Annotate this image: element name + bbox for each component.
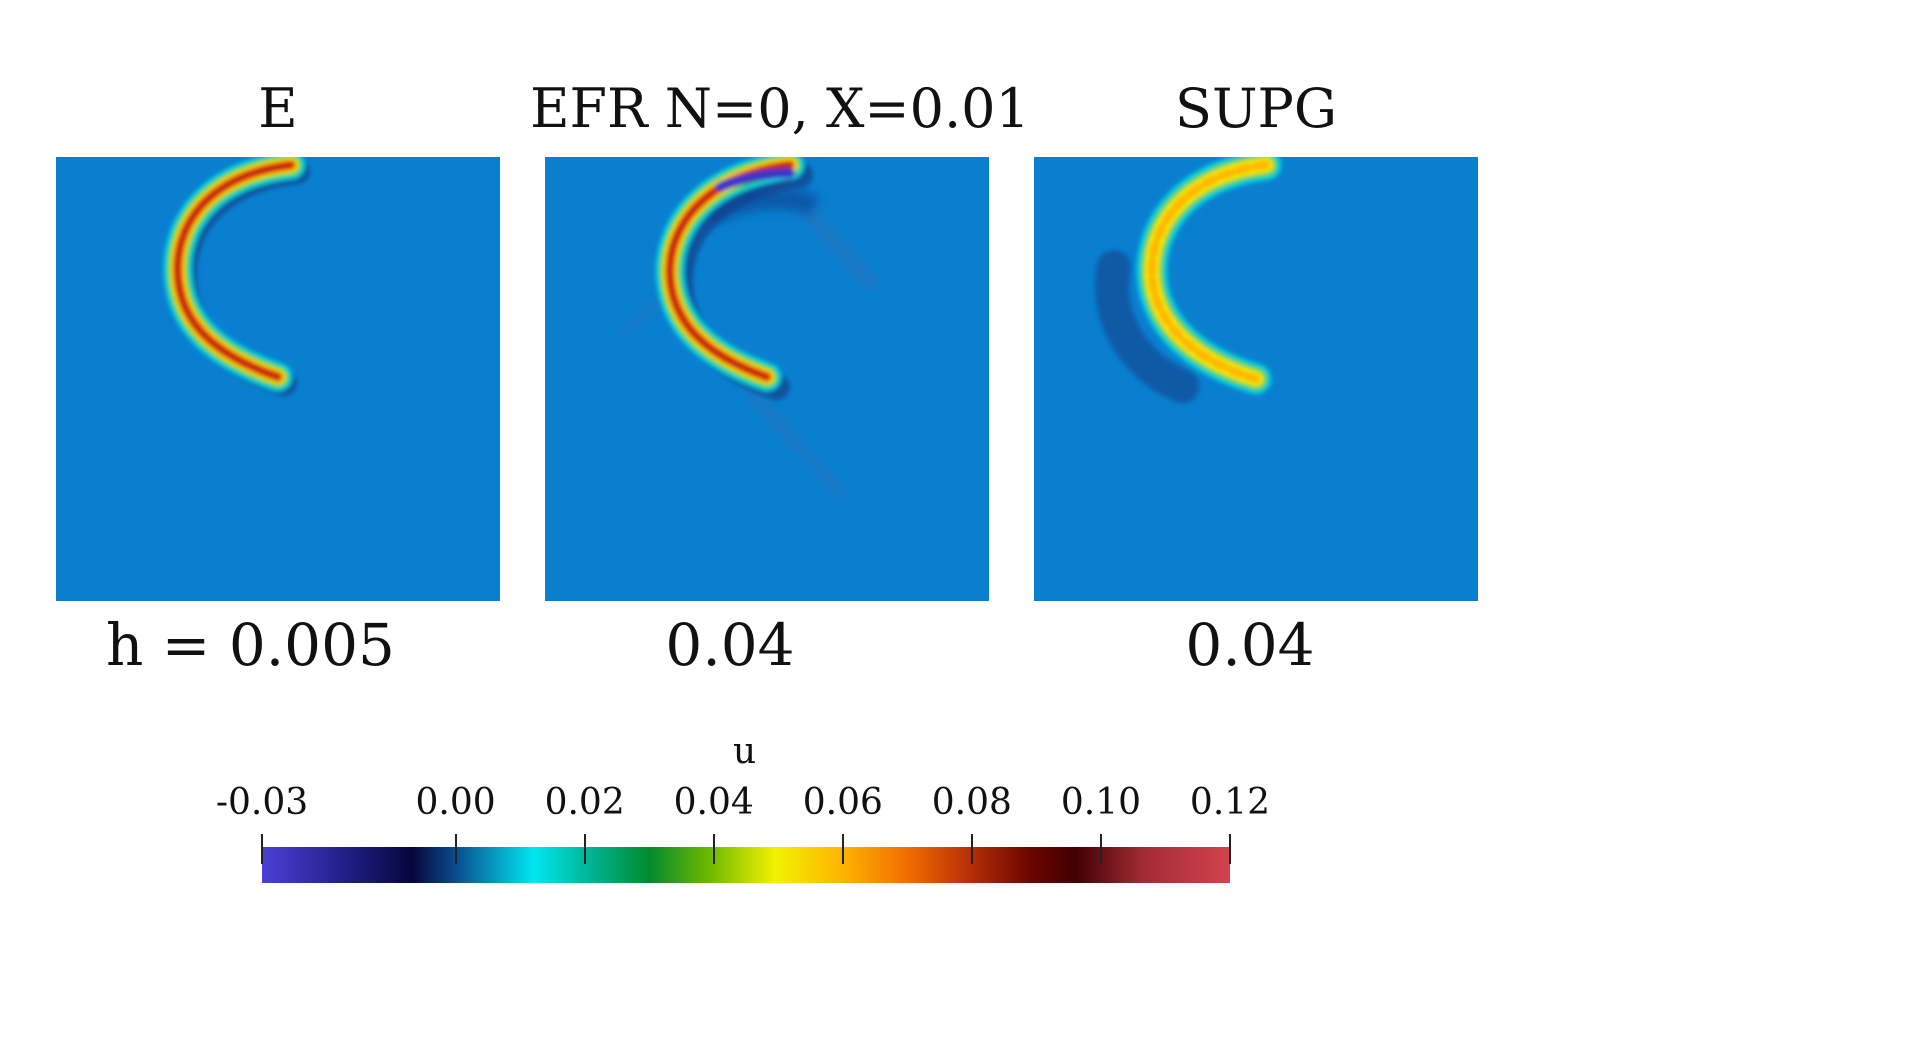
solution-field-efr xyxy=(545,157,989,601)
solution-field-e xyxy=(56,157,500,601)
panel-title-supg: SUPG xyxy=(1175,77,1337,140)
colorbar-tick-label: -0.03 xyxy=(215,782,309,823)
colorbar-tick-mark xyxy=(841,834,844,864)
colorbar-tick-mark xyxy=(712,834,715,864)
colorbar-tick-mark xyxy=(454,834,457,864)
colorbar-tick-label: 0.00 xyxy=(415,782,496,823)
colorbar-tick-label: 0.10 xyxy=(1060,782,1141,823)
panel-title-e: E xyxy=(258,77,298,140)
colorbar-tick-mark xyxy=(970,834,973,864)
colorbar-tick-label: 0.12 xyxy=(1189,782,1271,823)
colorbar-tick-mark xyxy=(1099,834,1102,864)
colorbar-gradient xyxy=(262,847,1230,883)
colorbar-title: u xyxy=(733,731,757,772)
colorbar-tick-mark xyxy=(261,834,263,864)
colorbar-tick-mark xyxy=(583,834,586,864)
colorbar-tick-label: 0.04 xyxy=(673,782,754,823)
colorbar-tick-label: 0.02 xyxy=(544,782,625,823)
colorbar-tick-mark xyxy=(1229,834,1231,864)
mesh-size-label-supg: 0.04 xyxy=(1185,611,1315,679)
mesh-size-label-e: h = 0.005 xyxy=(106,611,395,679)
colorbar-tick-label: 0.08 xyxy=(931,782,1012,823)
solution-field-supg xyxy=(1034,157,1478,601)
panel-title-efr: EFR N=0, X=0.01 xyxy=(530,77,1030,140)
mesh-size-label-efr: 0.04 xyxy=(665,611,795,679)
colorbar-tick-label: 0.06 xyxy=(802,782,883,823)
